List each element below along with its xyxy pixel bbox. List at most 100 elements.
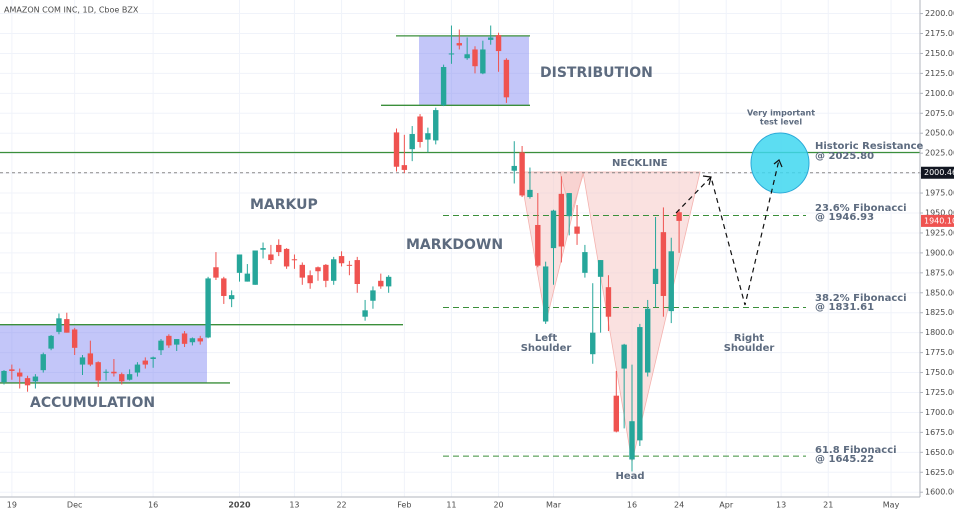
candle-body	[71, 329, 78, 348]
candle-body	[645, 308, 651, 373]
candle-body	[189, 338, 196, 343]
candle-body	[221, 278, 227, 296]
arrow-head	[702, 175, 712, 186]
candle-body	[488, 37, 494, 40]
candle-body	[307, 275, 313, 284]
candle-body	[354, 260, 360, 284]
y-tick-label: 2025.00	[925, 149, 954, 158]
neckline-label: NECKLINE	[612, 158, 668, 169]
candle-body	[244, 273, 251, 282]
candle-body	[535, 224, 541, 266]
level-label: @ 1831.61	[815, 302, 874, 313]
candle-body	[527, 189, 533, 198]
y-tick-label: 2200.00	[925, 9, 954, 18]
candle-body	[393, 132, 400, 167]
x-tick-label: May	[883, 501, 900, 510]
phase-label: MARKUP	[250, 197, 318, 213]
y-tick-label: 1875.00	[925, 268, 954, 277]
y-tick-label: 1800.00	[925, 328, 954, 337]
y-tick-label: 2050.00	[925, 129, 954, 138]
candle-body	[205, 278, 211, 338]
candle-body	[511, 165, 517, 171]
candle-body	[1, 370, 7, 383]
candle-body	[17, 372, 23, 377]
candle-body	[409, 134, 415, 150]
candle-body	[331, 259, 337, 281]
y-tick-label: 2175.00	[925, 29, 954, 38]
level-name: Historic Resistance	[815, 141, 924, 152]
candle-body	[566, 193, 572, 217]
candle-body	[495, 35, 502, 52]
candle-body	[370, 290, 376, 301]
y-tick-label: 2125.00	[925, 69, 954, 78]
zone-box	[419, 35, 529, 106]
candle-body	[425, 133, 431, 140]
candle-body	[676, 212, 682, 221]
candle-body	[48, 335, 54, 349]
price-badge-label: 2000.46	[924, 168, 954, 177]
candle-body	[64, 319, 70, 333]
candle-body	[597, 260, 604, 277]
candle-body	[56, 318, 62, 332]
candle-body	[236, 254, 243, 273]
zone-label: DISTRIBUTION	[540, 65, 653, 81]
x-tick-label: Apr	[719, 501, 734, 510]
candle-body	[378, 280, 384, 287]
phase-label: MARKDOWN	[406, 237, 503, 253]
candle-body	[197, 338, 203, 342]
candle-body	[40, 354, 46, 371]
y-tick-label: 1900.00	[925, 248, 954, 257]
x-tick-label: 16	[627, 501, 637, 510]
right-shoulder-label: Shoulder	[724, 343, 775, 354]
candle-body	[134, 364, 141, 373]
chart-title: AMAZON COM INC, 1D, Cboe BZX	[4, 6, 139, 15]
shoulder-gap-zone	[559, 171, 585, 216]
y-tick-label: 1675.00	[925, 428, 954, 437]
price-badge	[921, 166, 954, 179]
arrow-head	[773, 159, 783, 168]
candle-body	[440, 67, 447, 106]
y-tick-label: 1925.00	[925, 228, 954, 237]
candle-body	[79, 357, 86, 365]
x-tick-label: 13	[289, 501, 299, 510]
candle-body	[150, 357, 156, 359]
y-tick-label: 1700.00	[925, 408, 954, 417]
candle-body	[605, 287, 612, 317]
candle-body	[103, 371, 109, 373]
candle-body	[456, 43, 462, 46]
x-tick-label: 11	[446, 501, 456, 510]
candle-body	[448, 53, 455, 55]
y-tick-label: 1975.00	[925, 189, 954, 198]
y-tick-label: 1950.00	[925, 209, 954, 218]
candle-body	[213, 267, 219, 278]
x-tick-label: Mar	[546, 501, 562, 510]
candle-body	[174, 339, 180, 345]
candle-body	[87, 353, 94, 365]
y-tick-label: 1650.00	[925, 448, 954, 457]
x-tick-label: 24	[674, 501, 684, 510]
candle-body	[142, 360, 148, 365]
candle-body	[338, 256, 345, 264]
y-tick-label: 1725.00	[925, 388, 954, 397]
candle-body	[111, 371, 117, 374]
last-price-badge	[921, 214, 954, 227]
y-tick-label: 1850.00	[925, 288, 954, 297]
level-name: 23.6% Fibonacci	[815, 203, 907, 214]
candle-body	[668, 251, 674, 312]
candle-body	[181, 333, 188, 344]
x-tick-label: 21	[823, 501, 833, 510]
y-tick-label: 1750.00	[925, 368, 954, 377]
candle-body	[9, 369, 15, 371]
candle-body	[158, 340, 164, 351]
candle-body	[32, 376, 39, 382]
candle-body	[613, 395, 619, 432]
candle-body	[260, 248, 266, 250]
level-label: @ 1645.22	[815, 454, 874, 465]
candle-body	[385, 276, 392, 287]
candle-body	[24, 378, 31, 386]
y-tick-label: 2075.00	[925, 109, 954, 118]
candle-body	[637, 327, 643, 441]
left-shoulder-label: Shoulder	[521, 343, 572, 354]
candle-body	[95, 362, 101, 381]
x-tick-label: 22	[336, 501, 346, 510]
